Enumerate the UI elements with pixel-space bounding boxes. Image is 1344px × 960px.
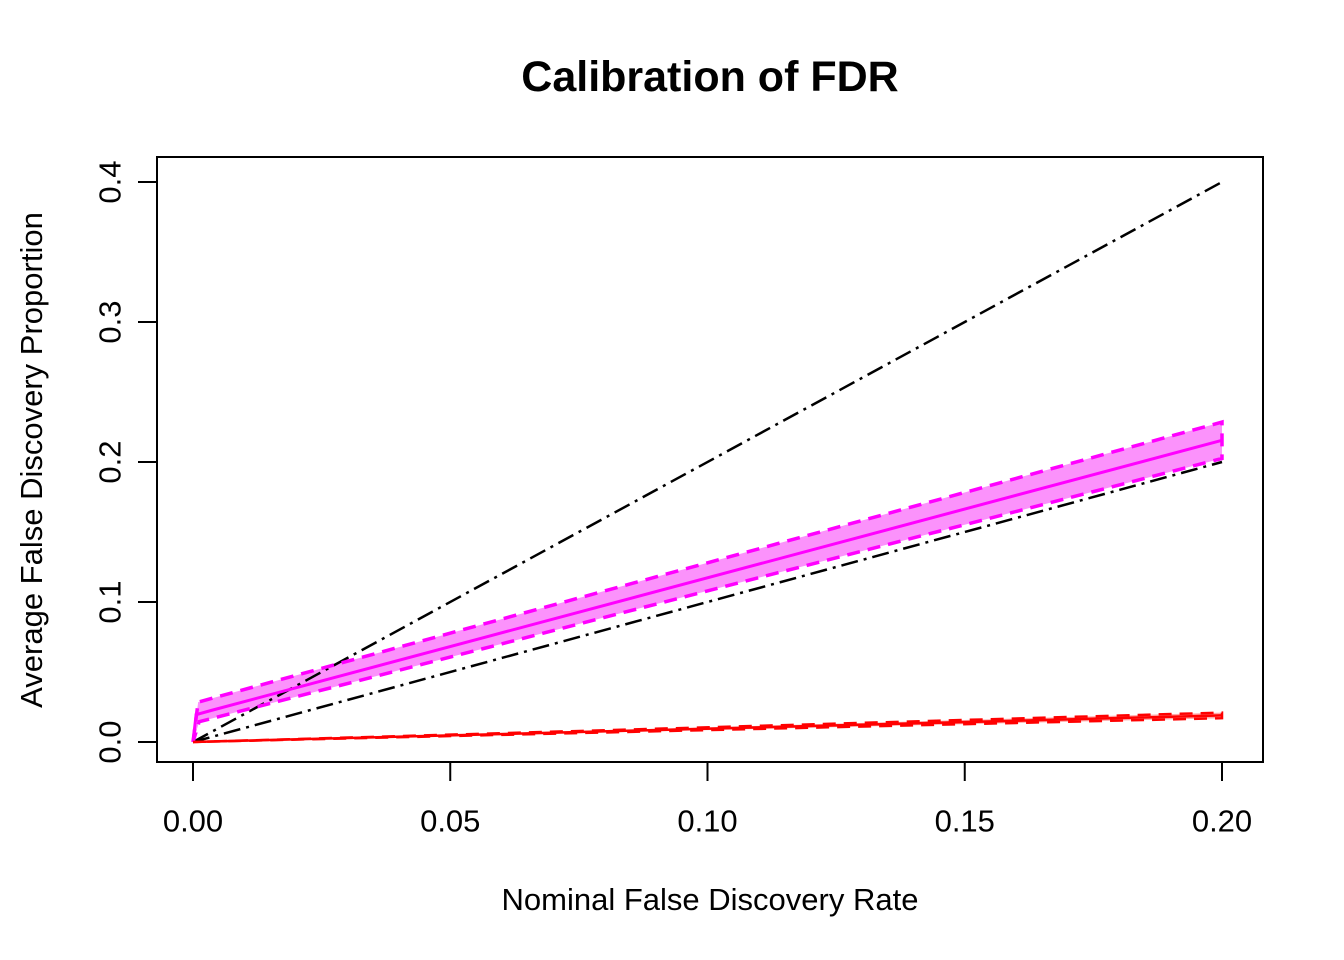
x-axis-label: Nominal False Discovery Rate: [501, 882, 919, 917]
magenta-mean-fdp-line: [191, 438, 1223, 743]
x-tick-label: 0.05: [420, 804, 480, 839]
identity-reference-line: [192, 460, 1223, 744]
y-tick-label: 0.4: [93, 160, 128, 203]
x-tick-label: 0.00: [163, 804, 223, 839]
y-tick-label: 0.0: [93, 720, 128, 763]
y-tick-label: 0.3: [93, 300, 128, 343]
x-tick-label: 0.15: [935, 804, 995, 839]
y-tick-label: 0.1: [93, 580, 128, 623]
magenta-confidence-band-fill: [193, 422, 1222, 742]
plot-box: [156, 156, 1264, 763]
two-x-reference-line: [192, 180, 1223, 744]
x-tick-label: 0.20: [1192, 804, 1252, 839]
red-mean-fdp-line: [192, 714, 1223, 744]
y-tick-label: 0.2: [93, 440, 128, 483]
chart-title: Calibration of FDR: [521, 53, 899, 101]
x-tick-label: 0.10: [677, 804, 737, 839]
y-axis-label: Average False Discovery Proportion: [14, 212, 49, 708]
